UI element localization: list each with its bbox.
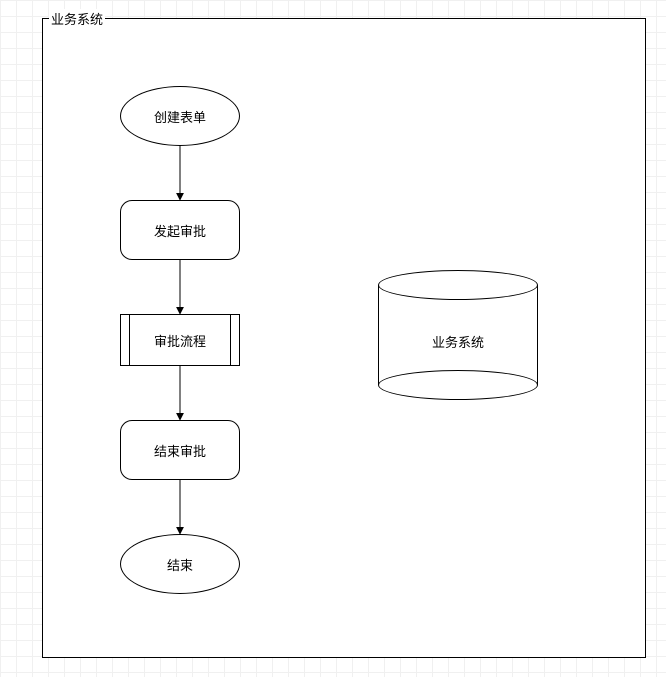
node-end-approval-label: 结束审批 [154, 441, 206, 460]
node-initiate-approval-label: 发起审批 [154, 221, 206, 240]
node-approval-process-label: 审批流程 [154, 331, 206, 350]
node-business-system-db: 业务系统 [378, 270, 538, 400]
node-business-system-db-label: 业务系统 [378, 332, 538, 351]
node-initiate-approval: 发起审批 [120, 200, 240, 260]
container-title: 业务系统 [49, 9, 105, 28]
node-start: 创建表单 [120, 86, 240, 146]
cylinder-top-cap [378, 270, 538, 300]
node-end-approval: 结束审批 [120, 420, 240, 480]
node-end-label: 结束 [167, 555, 193, 574]
node-start-label: 创建表单 [154, 107, 206, 126]
node-end: 结束 [120, 534, 240, 594]
cylinder-bottom-cap [378, 370, 538, 400]
node-approval-process: 审批流程 [120, 314, 240, 366]
